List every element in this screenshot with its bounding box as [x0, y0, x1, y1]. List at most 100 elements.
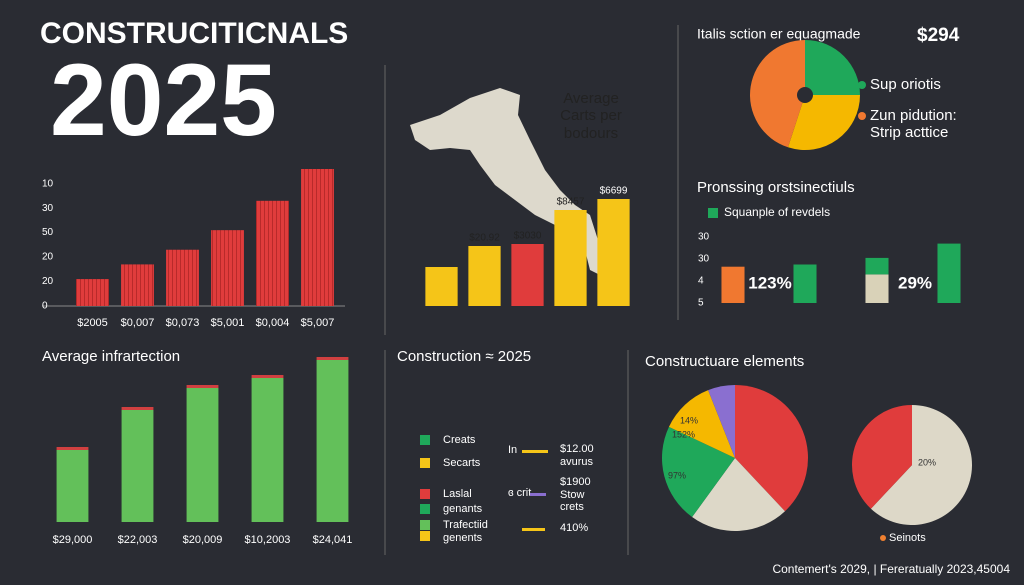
legend-label: Trafectiid genents — [443, 519, 488, 544]
legend-swatch — [708, 208, 718, 218]
bar — [186, 388, 219, 522]
annotation: $8457 — [557, 197, 585, 208]
bar — [251, 378, 284, 522]
legend-label: Seinots — [889, 532, 926, 544]
annotation: $3030 — [514, 231, 542, 242]
panel-title: Construction ≈ 2025 — [397, 348, 532, 365]
bar — [597, 199, 630, 306]
bar — [316, 357, 349, 360]
x-tick-label: $10,2003 — [245, 534, 291, 546]
pie-slice — [788, 95, 860, 150]
legend-dot — [858, 81, 866, 89]
bar — [511, 244, 544, 306]
chart-title: Constructuare elements — [645, 353, 804, 370]
x-tick-label: $5,007 — [301, 317, 335, 329]
x-tick-label: $29,000 — [53, 534, 93, 546]
legend-swatch — [420, 458, 430, 468]
bar — [251, 375, 284, 378]
pie-slice — [668, 390, 735, 458]
x-tick-label: $0,073 — [166, 317, 200, 329]
annotation: 29% — [898, 273, 932, 292]
legend-dot — [880, 535, 886, 541]
y-tick-label: 30 — [698, 254, 710, 265]
note-label: $1900 Stow crets — [560, 476, 591, 514]
x-tick-label: $2005 — [77, 317, 108, 329]
header-title: CONSTRUCITICNALS — [40, 17, 348, 50]
legend-swatch — [420, 520, 430, 530]
bar — [56, 450, 89, 522]
y-tick-label: 20 — [42, 252, 54, 263]
pie-slice — [805, 40, 860, 95]
x-tick-label: $24,041 — [313, 534, 353, 546]
bar — [56, 447, 89, 450]
x-tick-label: $0,004 — [256, 317, 290, 329]
y-tick-label: 5 — [698, 298, 704, 309]
bar — [554, 210, 587, 306]
bar — [121, 264, 154, 306]
pie-slice — [750, 40, 805, 148]
bar — [865, 274, 889, 303]
y-tick-label: 4 — [698, 276, 704, 287]
header-year: 2025 — [50, 43, 277, 157]
map-shape — [410, 88, 600, 275]
y-tick-label: 30 — [698, 232, 710, 243]
annotation: 97% — [668, 470, 686, 480]
pie-slice — [870, 405, 972, 525]
note-line — [530, 493, 546, 496]
chart-title: Average Carts per bodours — [560, 90, 622, 142]
annotation: 152% — [672, 429, 695, 439]
note-label: In — [508, 444, 518, 456]
annotation: 123% — [748, 273, 791, 292]
legend-label: Zun pidution: Strip acttice — [870, 107, 957, 142]
note-label: ɞ crit — [508, 487, 532, 499]
pie-slice — [662, 426, 735, 518]
y-tick-label: 10 — [42, 178, 54, 189]
legend-swatch — [420, 435, 430, 445]
note-line — [522, 528, 545, 531]
y-tick-label: 20 — [42, 276, 54, 287]
footer: Contemert's 2029, | Fereratually 2023,45… — [772, 562, 1010, 576]
legend-swatch — [420, 489, 430, 499]
bar — [468, 246, 501, 306]
chart-title: Average infrartection — [42, 348, 180, 365]
pie-slice — [692, 458, 785, 531]
bar — [793, 264, 817, 303]
annotation: $20.92 — [469, 233, 500, 244]
pie-slice — [708, 385, 735, 458]
legend-swatch — [420, 504, 430, 514]
note-label: 410% — [560, 522, 589, 534]
pie-slice — [735, 385, 808, 512]
annotation: 20% — [918, 457, 936, 467]
legend-label: Creats — [443, 434, 476, 446]
legend-swatch — [420, 531, 430, 541]
chart-total: $294 — [917, 25, 960, 46]
annotation: 14% — [680, 415, 698, 425]
chart-title: Italis sction er equagmade — [697, 26, 861, 42]
note-line — [522, 450, 548, 453]
pie-hole — [797, 87, 813, 103]
bar — [721, 266, 745, 303]
x-tick-label: $0,007 — [121, 317, 155, 329]
legend-label: genants — [443, 503, 483, 515]
x-tick-label: $5,001 — [211, 317, 245, 329]
legend-label: Secarts — [443, 457, 481, 469]
bar — [937, 243, 961, 303]
chart-title: Pronssing orstsinectiuls — [697, 179, 855, 196]
bar — [865, 257, 889, 275]
y-tick-label: 30 — [42, 203, 54, 214]
x-tick-label: $20,009 — [183, 534, 223, 546]
bar — [76, 279, 109, 306]
y-tick-label: 0 — [42, 301, 48, 312]
x-tick-label: $22,003 — [118, 534, 158, 546]
legend-label: Laslal — [443, 488, 472, 500]
bar — [121, 410, 154, 522]
bar — [166, 249, 199, 306]
bar — [211, 230, 244, 306]
bar — [121, 407, 154, 410]
y-tick-label: 50 — [42, 227, 54, 238]
legend-dot — [858, 112, 866, 120]
bar — [301, 169, 334, 306]
bar — [425, 267, 458, 306]
